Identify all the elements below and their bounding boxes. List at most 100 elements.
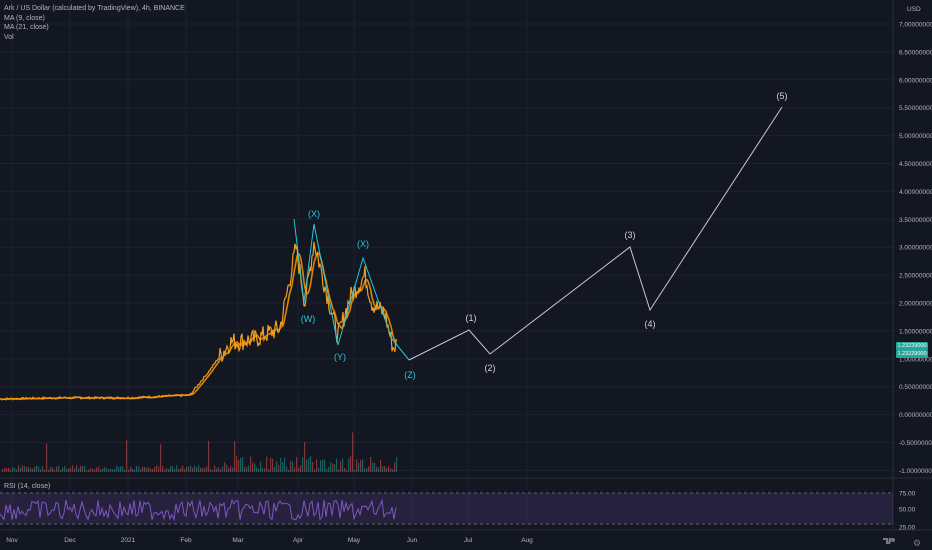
volume-bar <box>342 458 344 472</box>
volume-bar <box>100 469 102 472</box>
corrective-wave-path <box>293 218 410 361</box>
tradingview-logo-icon[interactable] <box>882 536 898 546</box>
volume-bar <box>286 466 288 472</box>
volume-bar <box>388 466 390 472</box>
volume-bar <box>358 462 360 472</box>
volume-bar <box>170 465 172 472</box>
price-tick-label: -0.50000000 <box>899 440 932 447</box>
time-tick-label: Jul <box>464 537 473 544</box>
volume-bar <box>320 460 322 472</box>
volume-bar <box>162 465 164 472</box>
volume-bar <box>12 467 14 472</box>
volume-bar <box>2 468 4 472</box>
volume-bar <box>374 462 376 472</box>
volume-bar <box>318 467 320 472</box>
volume-bar <box>204 467 206 472</box>
volume-bar <box>66 468 68 472</box>
price-tick-label: 2.50000000 <box>899 273 932 280</box>
volume-bar <box>40 469 42 472</box>
volume-bar <box>266 456 268 472</box>
impulse-wave-label: (2) <box>485 363 496 373</box>
volume-bar <box>14 467 16 472</box>
volume-bar <box>294 467 296 472</box>
volume-bar <box>38 466 40 472</box>
gear-icon[interactable]: ⚙ <box>913 538 922 548</box>
corrective-wave-label: (W) <box>301 314 316 324</box>
volume-bar <box>288 469 290 472</box>
volume-bar <box>10 469 12 472</box>
currency-label[interactable]: USD <box>907 6 921 13</box>
volume-bar <box>104 466 106 472</box>
volume-bar <box>64 466 66 472</box>
volume-bar <box>76 465 78 472</box>
volume-bar <box>164 469 166 472</box>
rsi-legend[interactable]: RSI (14, close) <box>4 483 51 490</box>
volume-bar <box>356 459 358 472</box>
volume-bar <box>8 467 10 472</box>
volume-bar <box>62 467 64 472</box>
corrective-wave-label: (Y) <box>334 352 346 362</box>
volume-bar <box>340 461 342 472</box>
volume-bar <box>78 468 80 472</box>
rsi-tick-label: 50.00 <box>899 507 916 514</box>
volume-bar <box>4 467 6 472</box>
price-tick-label: 4.00000000 <box>899 189 932 196</box>
time-tick-label: Nov <box>6 537 18 544</box>
rsi-tick-label: 25.00 <box>899 525 916 532</box>
volume-bar <box>44 469 46 472</box>
volume-bar <box>392 469 394 472</box>
volume-bar <box>252 462 254 472</box>
volume-bar <box>254 463 256 472</box>
price-tick-label: 5.50000000 <box>899 105 932 112</box>
volume-bar <box>22 465 24 472</box>
volume-bar <box>206 466 208 472</box>
volume-bar <box>188 466 190 472</box>
rsi-line <box>0 498 397 522</box>
volume-bar <box>384 466 386 472</box>
price-tick-label: 3.50000000 <box>899 217 932 224</box>
volume-bar <box>74 468 76 472</box>
volume-bar <box>150 468 152 472</box>
last-price-badge: 1.23229000 <box>896 342 928 350</box>
volume-bar <box>146 467 148 472</box>
volume-bar <box>378 467 380 472</box>
volume-bar <box>134 469 136 472</box>
volume-bar <box>144 466 146 472</box>
volume-bar <box>148 467 150 472</box>
volume-bar <box>258 468 260 472</box>
ma21-legend[interactable]: MA (21, close) <box>4 24 49 31</box>
volume-bar <box>230 466 232 472</box>
volume-bar <box>370 456 372 472</box>
volume-bar <box>382 466 384 472</box>
volume-bar <box>20 468 22 472</box>
volume-bar <box>350 456 352 472</box>
price-tick-label: 6.50000000 <box>899 49 932 56</box>
volume-bar <box>248 465 250 472</box>
volume-bar <box>364 468 366 472</box>
volume-bar <box>250 456 252 472</box>
volume-bar <box>196 467 198 472</box>
volume-bar <box>244 466 246 472</box>
volume-bar <box>128 469 130 472</box>
volume-bar <box>6 468 8 472</box>
volume-bar <box>260 461 262 472</box>
volume-bar <box>28 466 30 472</box>
ma9-legend[interactable]: MA (9, close) <box>4 14 45 22</box>
volume-bar <box>80 465 82 472</box>
symbol-title[interactable]: Ark / US Dollar (calculated by TradingVi… <box>4 5 185 12</box>
volume-bar <box>102 468 104 472</box>
time-tick-label: Mar <box>232 537 244 544</box>
volume-bar <box>26 467 28 472</box>
volume-bar <box>154 467 156 472</box>
volume-bar <box>198 465 200 472</box>
volume-bar <box>152 469 154 472</box>
volume-legend[interactable]: Vol <box>4 33 14 41</box>
volume-bar <box>240 457 242 472</box>
volume-bar <box>316 459 318 472</box>
volume-bar <box>292 461 294 472</box>
price-tick-label: 0.50000000 <box>899 384 932 391</box>
volume-bar <box>282 461 284 472</box>
volume-bar <box>122 466 124 472</box>
